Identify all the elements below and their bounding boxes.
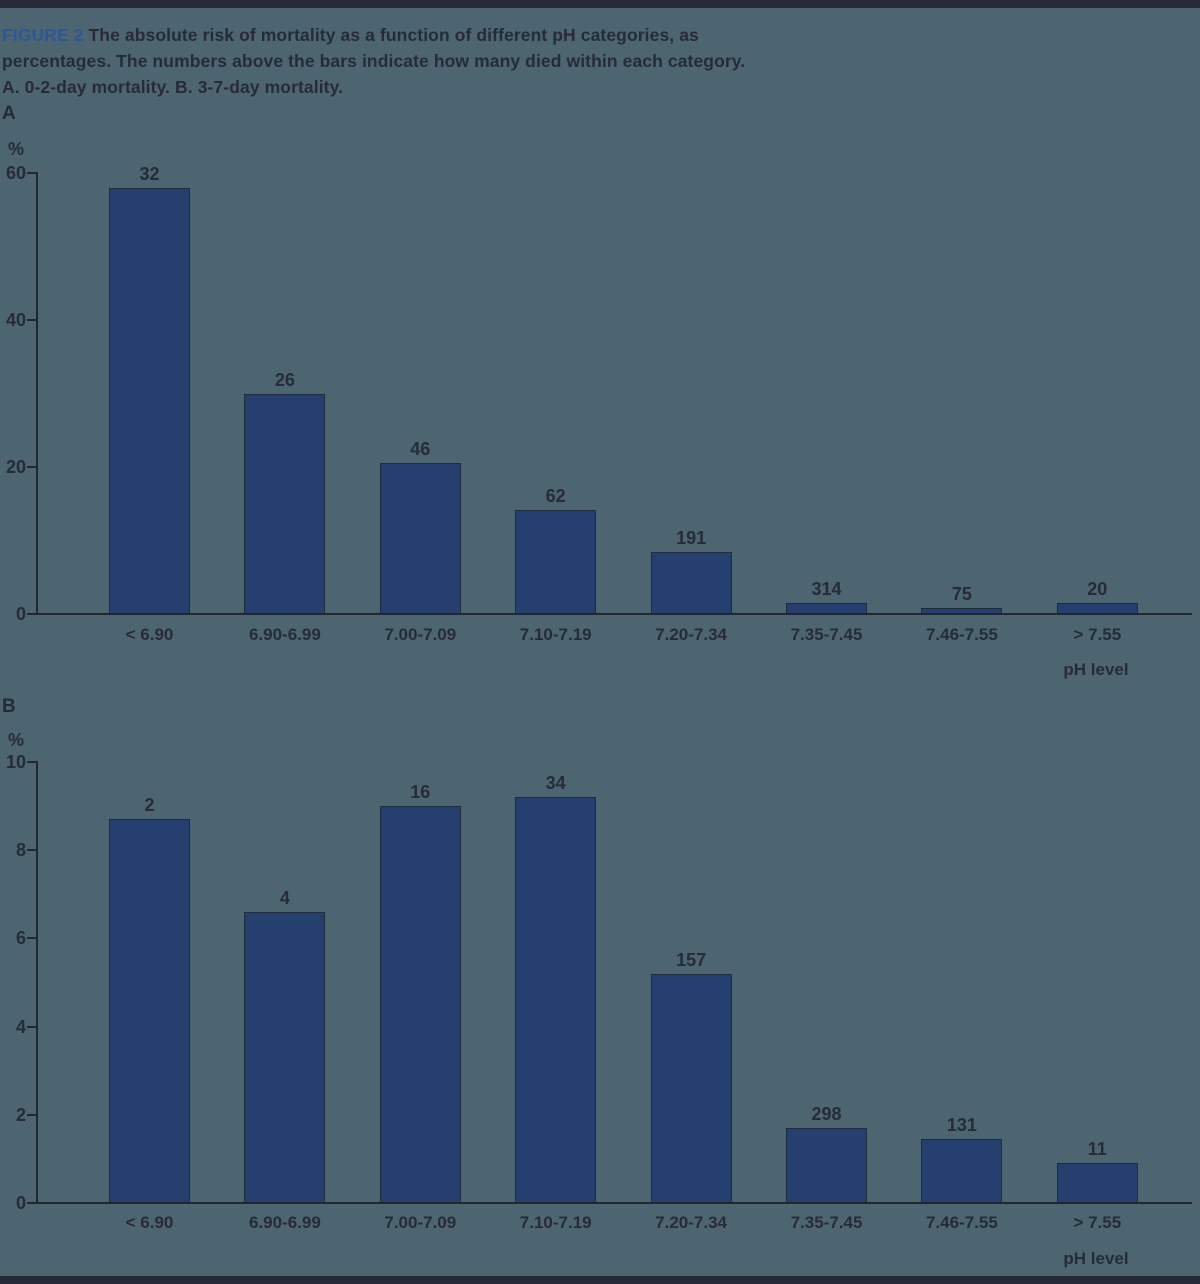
bar-count-label: 157	[676, 949, 707, 970]
category-label: 7.46-7.55	[925, 1213, 998, 1232]
bar-count-label: 131	[946, 1115, 977, 1136]
x-axis-line	[36, 613, 1192, 615]
category-label: 6.90-6.99	[248, 625, 321, 644]
y-axis-line	[36, 172, 38, 615]
chart-B-bar	[650, 973, 732, 1203]
caption-line-3: A. 0-2-day mortality. B. 3-7-day mortali…	[2, 77, 344, 97]
y-tick-label: 2	[15, 1104, 26, 1125]
category-label: > 7.55	[1073, 625, 1122, 644]
y-tick-label: 8	[15, 840, 26, 861]
chart-B-bar	[379, 806, 461, 1203]
y-tick-label: 40	[5, 310, 26, 330]
y-tick-mark	[27, 937, 36, 940]
x-axis-line	[36, 1202, 1192, 1204]
chart-A-bar	[650, 551, 732, 614]
y-tick-mark	[27, 466, 36, 468]
y-tick-mark	[27, 1025, 36, 1028]
bar-count-label: 62	[545, 485, 566, 506]
category-label: < 6.90	[125, 1213, 174, 1232]
caption-line-1-text: The absolute risk of mortality as a func…	[88, 25, 699, 45]
chart-B-bar	[244, 911, 326, 1203]
y-tick-mark	[27, 613, 36, 615]
bar-count-label: 20	[1087, 578, 1108, 599]
category-label: 7.20-7.34	[655, 1213, 728, 1232]
y-tick-mark	[27, 319, 36, 321]
y-tick-label: 0	[15, 604, 26, 624]
bar-count-label: 46	[410, 439, 431, 460]
category-label: 7.35-7.45	[790, 1213, 863, 1232]
bar-count-label: 75	[951, 584, 972, 605]
bar-count-label: 2	[144, 795, 155, 816]
bar-count-label: 191	[676, 527, 707, 548]
chart-A-bar	[515, 509, 597, 614]
chart-B-bar	[921, 1139, 1003, 1203]
chart-B-bar	[1056, 1163, 1138, 1203]
panel-label-B: B	[2, 696, 16, 717]
caption-line-1: FIGURE 2 The absolute risk of mortality …	[2, 22, 1052, 48]
y-tick-label: 4	[15, 1016, 26, 1037]
category-label: 6.90-6.99	[248, 1213, 321, 1232]
bar-count-label: 314	[811, 578, 842, 599]
category-label: 7.35-7.45	[790, 625, 863, 644]
chart-A-bar	[244, 393, 326, 614]
category-label: < 6.90	[125, 625, 174, 644]
x-axis-title: pH level	[1063, 660, 1129, 679]
y-tick-mark	[27, 761, 36, 763]
caption-line-2: percentages. The numbers above the bars …	[2, 51, 746, 71]
panel-label-A: A	[2, 103, 16, 124]
y-tick-label: 20	[5, 457, 26, 477]
figure-caption: FIGURE 2 The absolute risk of mortality …	[2, 22, 1052, 100]
bar-count-label: 298	[811, 1104, 842, 1125]
y-tick-label: 6	[15, 928, 26, 949]
y-tick-mark	[27, 1202, 36, 1204]
bar-count-label: 32	[139, 163, 160, 184]
category-label: 7.10-7.19	[519, 625, 592, 644]
category-label: 7.10-7.19	[519, 1213, 592, 1232]
y-tick-label: 60	[5, 163, 26, 183]
y-tick-label: 10	[5, 752, 26, 772]
bar-count-label: 34	[545, 773, 566, 794]
category-label: > 7.55	[1073, 1213, 1122, 1232]
y-axis-line	[36, 761, 38, 1204]
chart-B-bar	[786, 1128, 867, 1203]
chart-A-bar	[379, 463, 461, 614]
y-tick-label: 0	[15, 1193, 26, 1213]
bar-count-label: 11	[1087, 1139, 1107, 1160]
category-label: 7.20-7.34	[655, 625, 728, 644]
bar-count-label: 26	[274, 369, 295, 390]
bar-count-label: 16	[410, 782, 431, 803]
y-tick-mark	[27, 849, 36, 852]
chart-B-bar	[109, 819, 190, 1203]
y-axis-unit-label: %	[8, 139, 25, 159]
y-tick-mark	[27, 172, 36, 174]
category-label: 7.46-7.55	[925, 625, 998, 644]
figure-label: FIGURE 2	[2, 25, 84, 45]
bottom-border-strip	[0, 1276, 1200, 1284]
bar-count-label: 4	[279, 887, 290, 908]
category-label: 7.00-7.09	[384, 1213, 457, 1232]
chart-A-bar	[109, 187, 190, 614]
x-axis-title: pH level	[1063, 1249, 1129, 1268]
category-label: 7.00-7.09	[384, 625, 457, 644]
y-axis-unit-label: %	[8, 730, 25, 750]
top-border-strip	[0, 0, 1200, 8]
y-tick-mark	[27, 1113, 36, 1116]
chart-B-bar	[515, 797, 597, 1203]
